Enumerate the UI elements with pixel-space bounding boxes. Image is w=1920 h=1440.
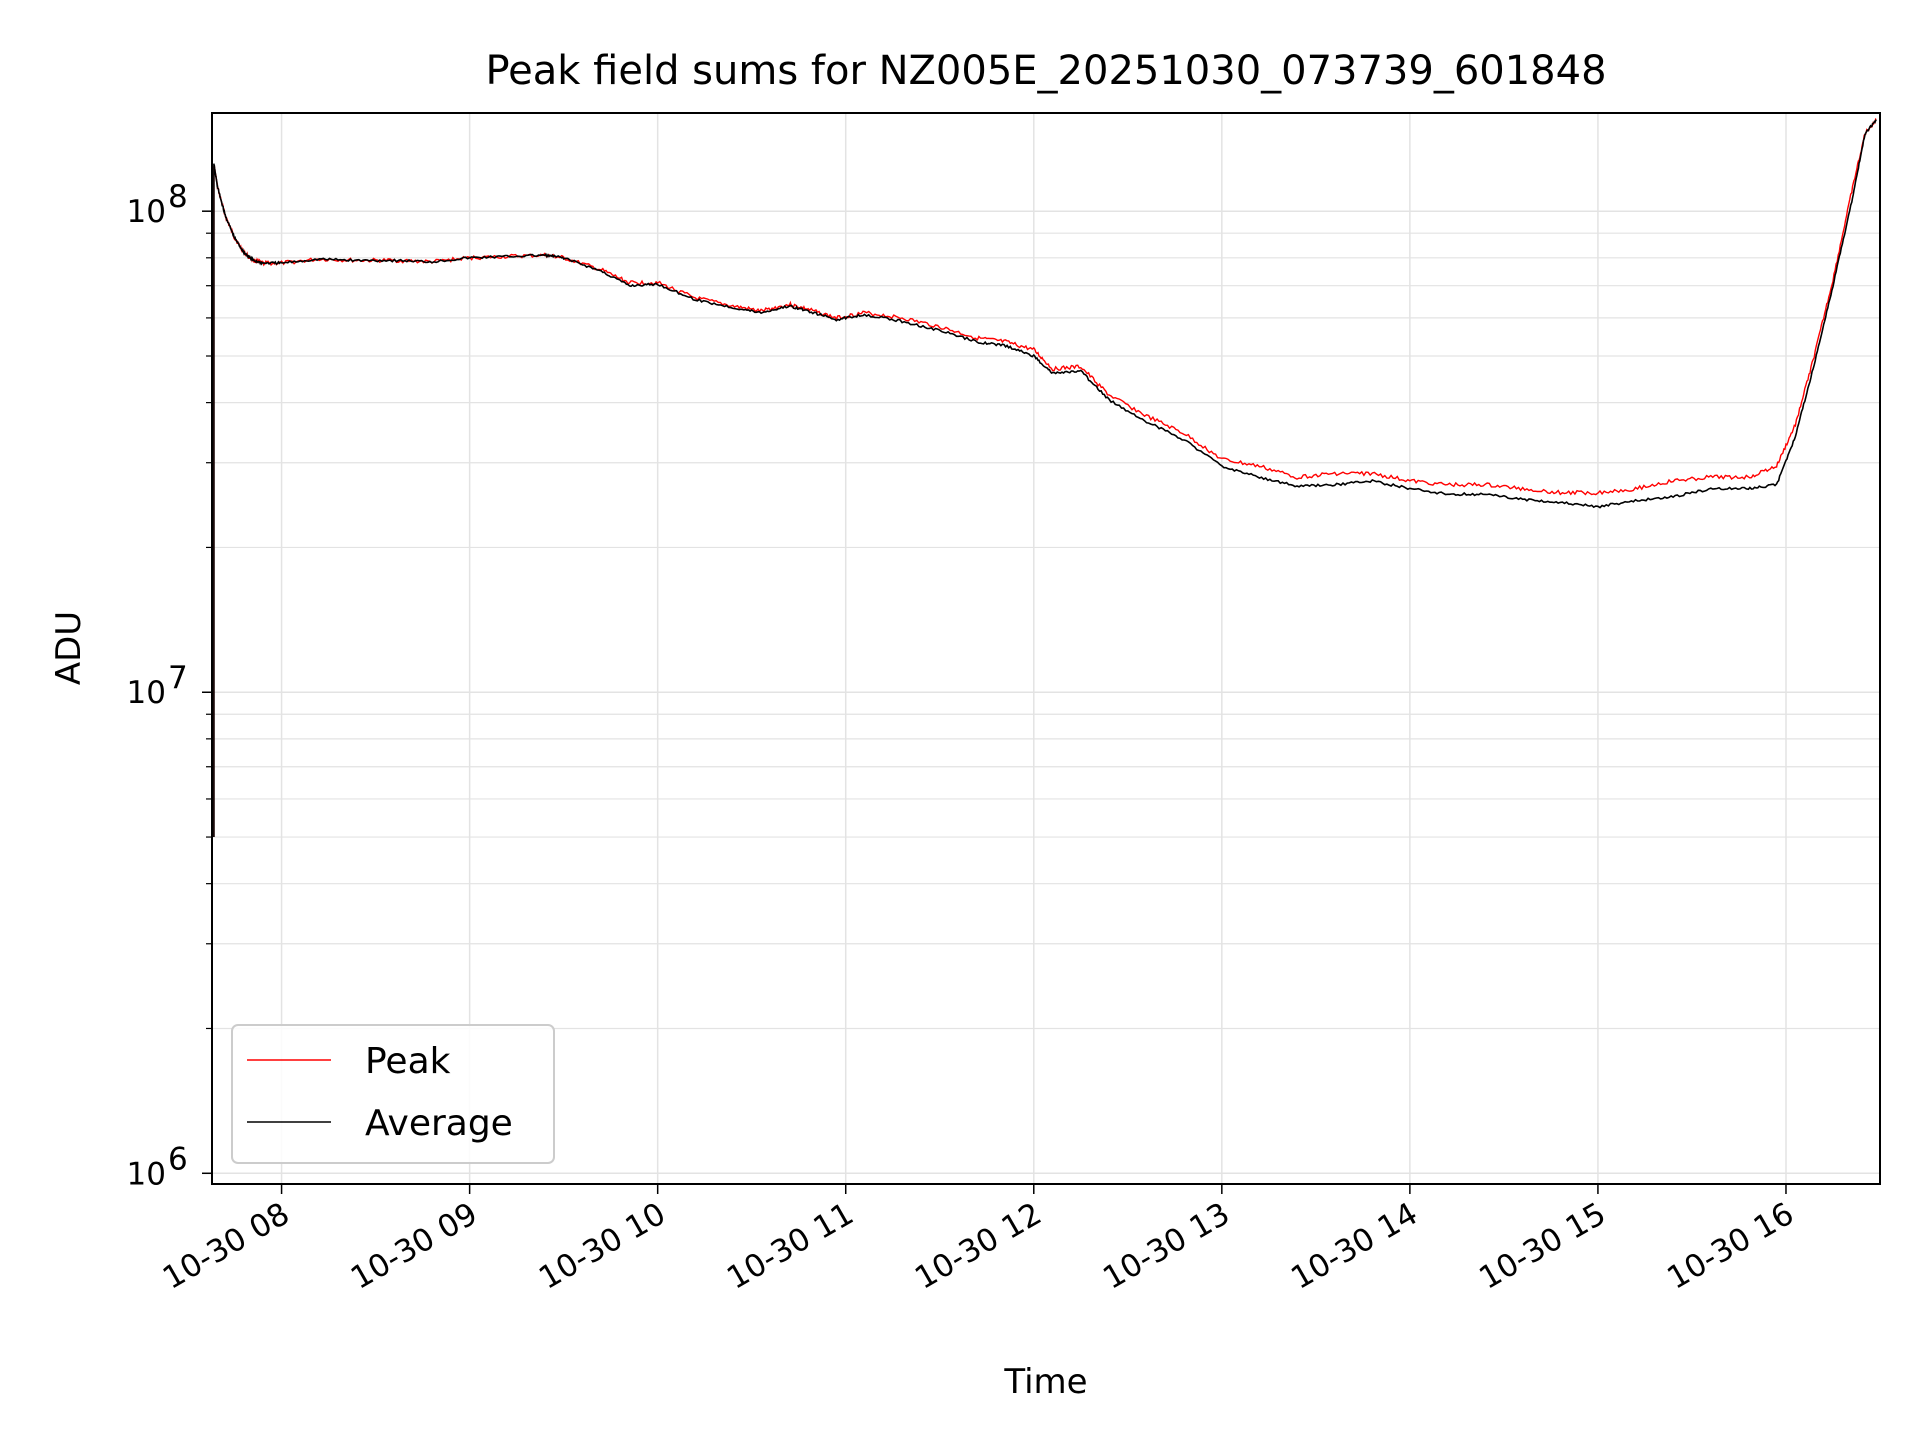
y-tick-label: 10 — [127, 1156, 166, 1192]
y-axis-title: ADU — [49, 611, 89, 685]
y-tick-label: 10 — [127, 194, 166, 230]
y-tick-exponent: 7 — [168, 660, 188, 696]
legend: Peak Average — [231, 1024, 555, 1164]
plot-frame — [211, 112, 1881, 1185]
series-line-average — [213, 119, 1877, 837]
y-tick-exponent: 8 — [168, 179, 188, 215]
legend-label-peak: Peak — [365, 1041, 451, 1082]
x-axis-title: Time — [1003, 1362, 1087, 1402]
grid — [212, 113, 1880, 1184]
series-line-peak — [213, 118, 1877, 837]
plot-series — [213, 118, 1877, 837]
legend-label-average: Average — [365, 1103, 513, 1144]
y-tick-label: 10 — [127, 675, 166, 711]
chart-title: Peak field sums for NZ005E_20251030_0737… — [485, 48, 1606, 94]
y-tick-exponent: 6 — [168, 1141, 188, 1177]
